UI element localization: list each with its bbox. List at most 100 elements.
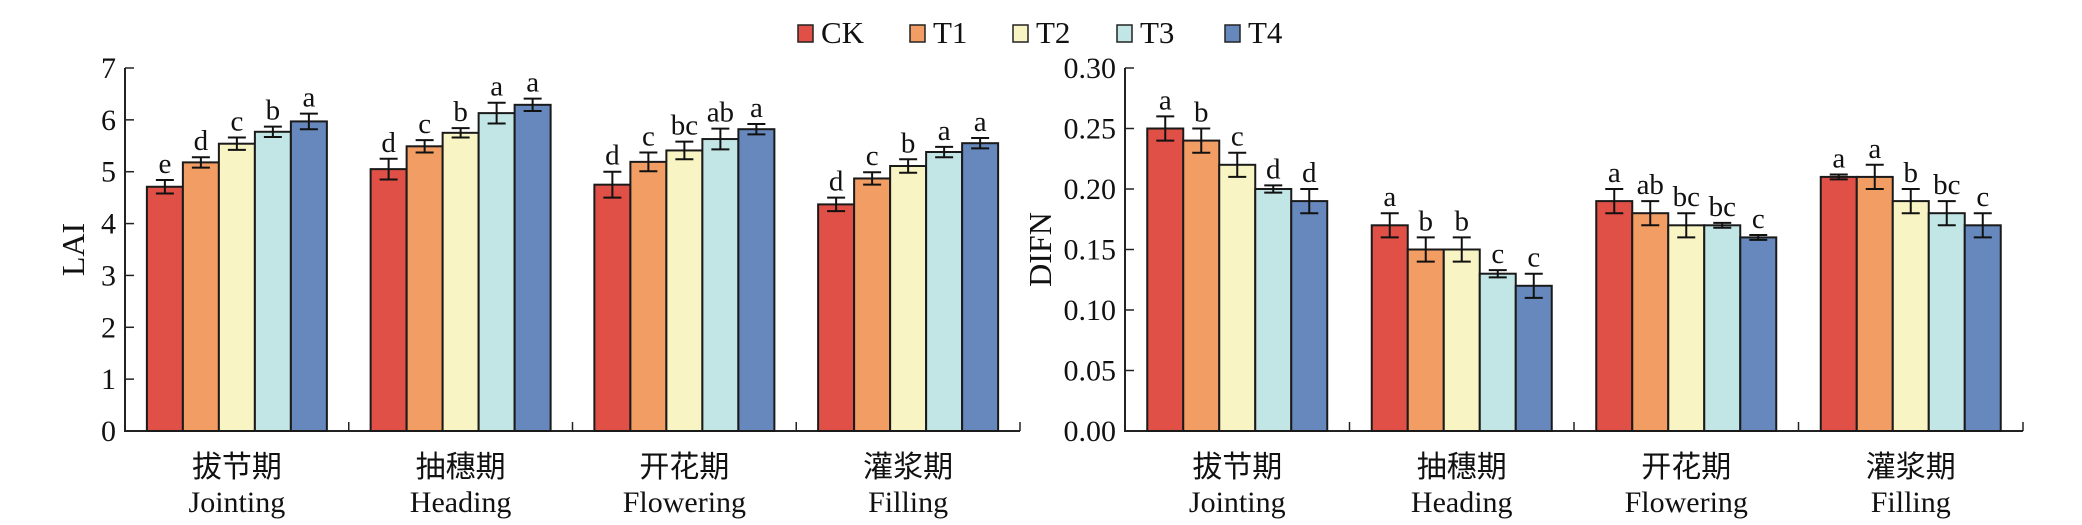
significance-letter: a xyxy=(302,82,315,114)
x-category-label-cn: 抽穗期 xyxy=(416,451,506,484)
x-category-label-en: Heading xyxy=(1411,486,1513,519)
bar-t1-jointing xyxy=(1182,139,1221,432)
y-tick-label: 0.20 xyxy=(1064,173,1117,206)
significance-letter: c xyxy=(642,121,655,153)
bar-ck-heading xyxy=(1370,224,1409,432)
bar-t2-flowering xyxy=(1667,224,1706,432)
bar-t3-jointing xyxy=(1254,188,1293,432)
significance-letter: b xyxy=(453,96,468,128)
significance-letter: d xyxy=(194,125,209,157)
x-category-label-en: Filling xyxy=(868,486,948,519)
significance-letter: a xyxy=(750,92,763,124)
bar-t1-heading xyxy=(405,145,444,432)
significance-letter: c xyxy=(1491,238,1504,270)
significance-letter: a xyxy=(1832,142,1845,174)
bar-t3-filling xyxy=(925,151,964,432)
bar-t4-heading xyxy=(1514,284,1553,432)
significance-letter: d xyxy=(1266,153,1281,185)
significance-letter: ab xyxy=(707,97,734,129)
legend-label-ck: CK xyxy=(821,15,865,50)
legend-swatch-t3 xyxy=(1116,24,1133,43)
bar-t2-heading xyxy=(1442,248,1481,432)
bar-ck-filling xyxy=(817,203,856,432)
significance-letter: c xyxy=(1231,121,1244,153)
significance-letter: bc xyxy=(1933,169,1960,201)
bar-ck-jointing xyxy=(145,185,184,432)
significance-letter: c xyxy=(418,108,431,140)
significance-letter: ab xyxy=(1637,169,1664,201)
bar-t4-filling xyxy=(961,142,1000,432)
significance-letter: bc xyxy=(1673,181,1700,213)
significance-letter: a xyxy=(1159,84,1172,116)
significance-letter: bc xyxy=(671,110,698,142)
y-axis-title: LAI xyxy=(55,223,91,276)
bar-t2-jointing xyxy=(1218,163,1257,433)
bar-t2-filling xyxy=(1891,200,1930,432)
significance-letter: b xyxy=(1904,157,1919,189)
bar-t2-heading xyxy=(441,131,480,432)
bar-t4-jointing xyxy=(289,120,328,432)
bar-t3-flowering xyxy=(1703,224,1742,432)
bar-ck-heading xyxy=(369,168,408,432)
y-tick-label: 6 xyxy=(101,104,116,137)
significance-letter: bc xyxy=(1709,191,1736,223)
significance-letter: d xyxy=(829,166,844,198)
y-tick-label: 0.05 xyxy=(1064,355,1117,388)
legend-swatch-t1 xyxy=(909,24,926,43)
difn-chart: 0.00 0.05 0.10 0.15 0.20 0.25 0.30 DIFN 拔节期Joint… xyxy=(1022,52,2024,519)
bar-t1-flowering xyxy=(1631,212,1670,432)
bar-t4-jointing xyxy=(1290,200,1329,432)
significance-letter: a xyxy=(1608,157,1621,189)
y-tick-label: 0.25 xyxy=(1064,113,1117,146)
y-tick-label: 2 xyxy=(101,311,116,344)
x-category-label-en: Heading xyxy=(410,486,512,519)
significance-letter: b xyxy=(1419,205,1434,237)
bar-t4-heading xyxy=(513,103,552,432)
y-axis-title: DIFN xyxy=(1022,212,1058,287)
bar-t3-filling xyxy=(1927,212,1966,432)
legend-label-t1: T1 xyxy=(933,15,967,50)
y-tick-label: 0.00 xyxy=(1064,415,1117,448)
bar-t2-jointing xyxy=(217,142,256,432)
bar-t4-filling xyxy=(1963,224,2002,432)
significance-letter: c xyxy=(1527,242,1540,274)
significance-letter: c xyxy=(866,140,879,172)
bar-t1-filling xyxy=(853,177,892,432)
x-category-label-cn: 开花期 xyxy=(1641,451,1731,484)
x-category-label-cn: 灌浆期 xyxy=(863,451,953,484)
bar-t3-heading xyxy=(1478,272,1517,433)
x-category-label-en: Filling xyxy=(1871,486,1951,519)
bar-ck-flowering xyxy=(1595,200,1634,432)
bar-t2-flowering xyxy=(665,149,704,432)
significance-letter: b xyxy=(1455,205,1470,237)
significance-letter: d xyxy=(381,127,396,159)
significance-letter: e xyxy=(158,148,171,180)
x-category-label-en: Jointing xyxy=(1189,486,1286,519)
x-category-label-en: Flowering xyxy=(623,486,746,519)
x-category-label-en: Jointing xyxy=(189,486,286,519)
y-tick-label: 0.30 xyxy=(1064,52,1117,85)
significance-letter: c xyxy=(1752,203,1765,235)
significance-letter: c xyxy=(1976,181,1989,213)
x-category-label-cn: 拔节期 xyxy=(1192,451,1282,484)
x-category-label-cn: 抽穗期 xyxy=(1417,451,1507,484)
bar-t1-heading xyxy=(1406,248,1445,432)
significance-letter: b xyxy=(1194,97,1209,129)
legend-swatch-t4 xyxy=(1224,24,1241,43)
bar-t4-flowering xyxy=(737,128,776,432)
significance-letter: d xyxy=(1302,157,1317,189)
bar-t3-flowering xyxy=(701,138,740,432)
y-tick-label: 4 xyxy=(101,208,116,241)
x-category-label-cn: 拔节期 xyxy=(192,451,282,484)
y-tick-label: 3 xyxy=(101,259,116,292)
y-tick-label: 0 xyxy=(101,415,116,448)
bar-ck-jointing xyxy=(1146,127,1185,432)
bar-ck-flowering xyxy=(593,183,632,432)
legend-label-t3: T3 xyxy=(1140,15,1174,50)
bar-t2-filling xyxy=(889,165,928,432)
significance-letter: b xyxy=(266,95,281,127)
significance-letter: a xyxy=(526,67,539,99)
bar-t1-jointing xyxy=(181,161,220,432)
significance-letter: d xyxy=(605,140,620,172)
